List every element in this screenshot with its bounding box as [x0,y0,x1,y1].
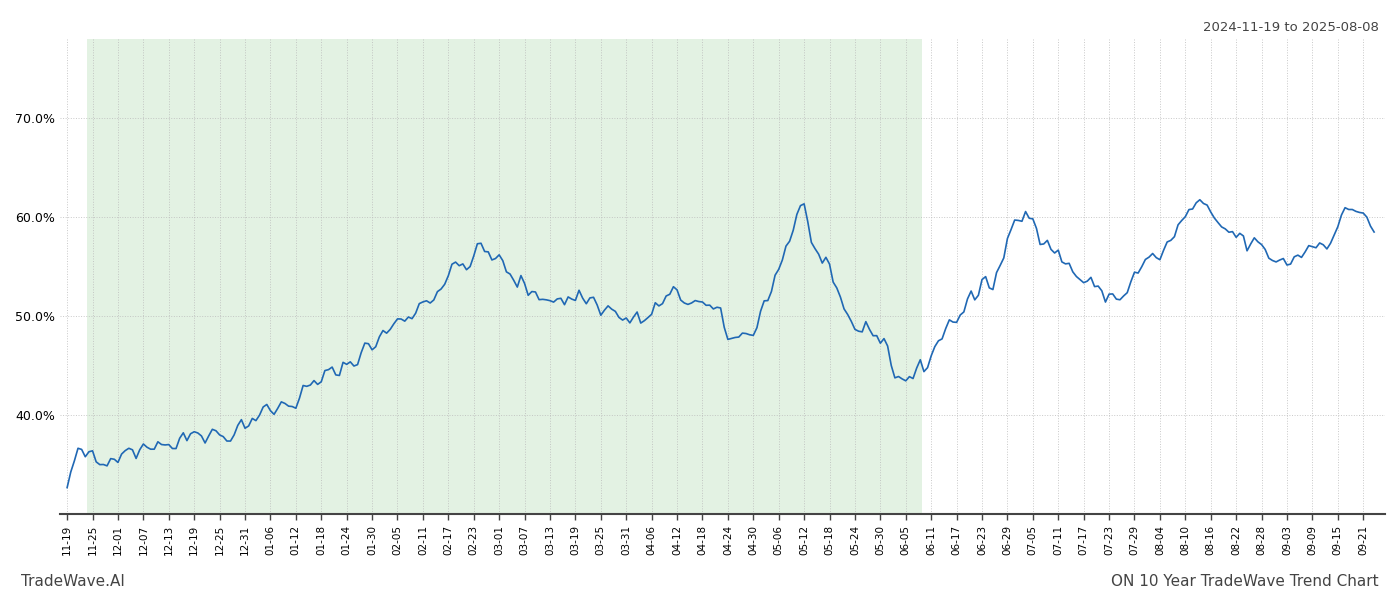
Text: 2024-11-19 to 2025-08-08: 2024-11-19 to 2025-08-08 [1203,21,1379,34]
Text: TradeWave.AI: TradeWave.AI [21,574,125,589]
Text: ON 10 Year TradeWave Trend Chart: ON 10 Year TradeWave Trend Chart [1112,574,1379,589]
Bar [87,39,923,514]
